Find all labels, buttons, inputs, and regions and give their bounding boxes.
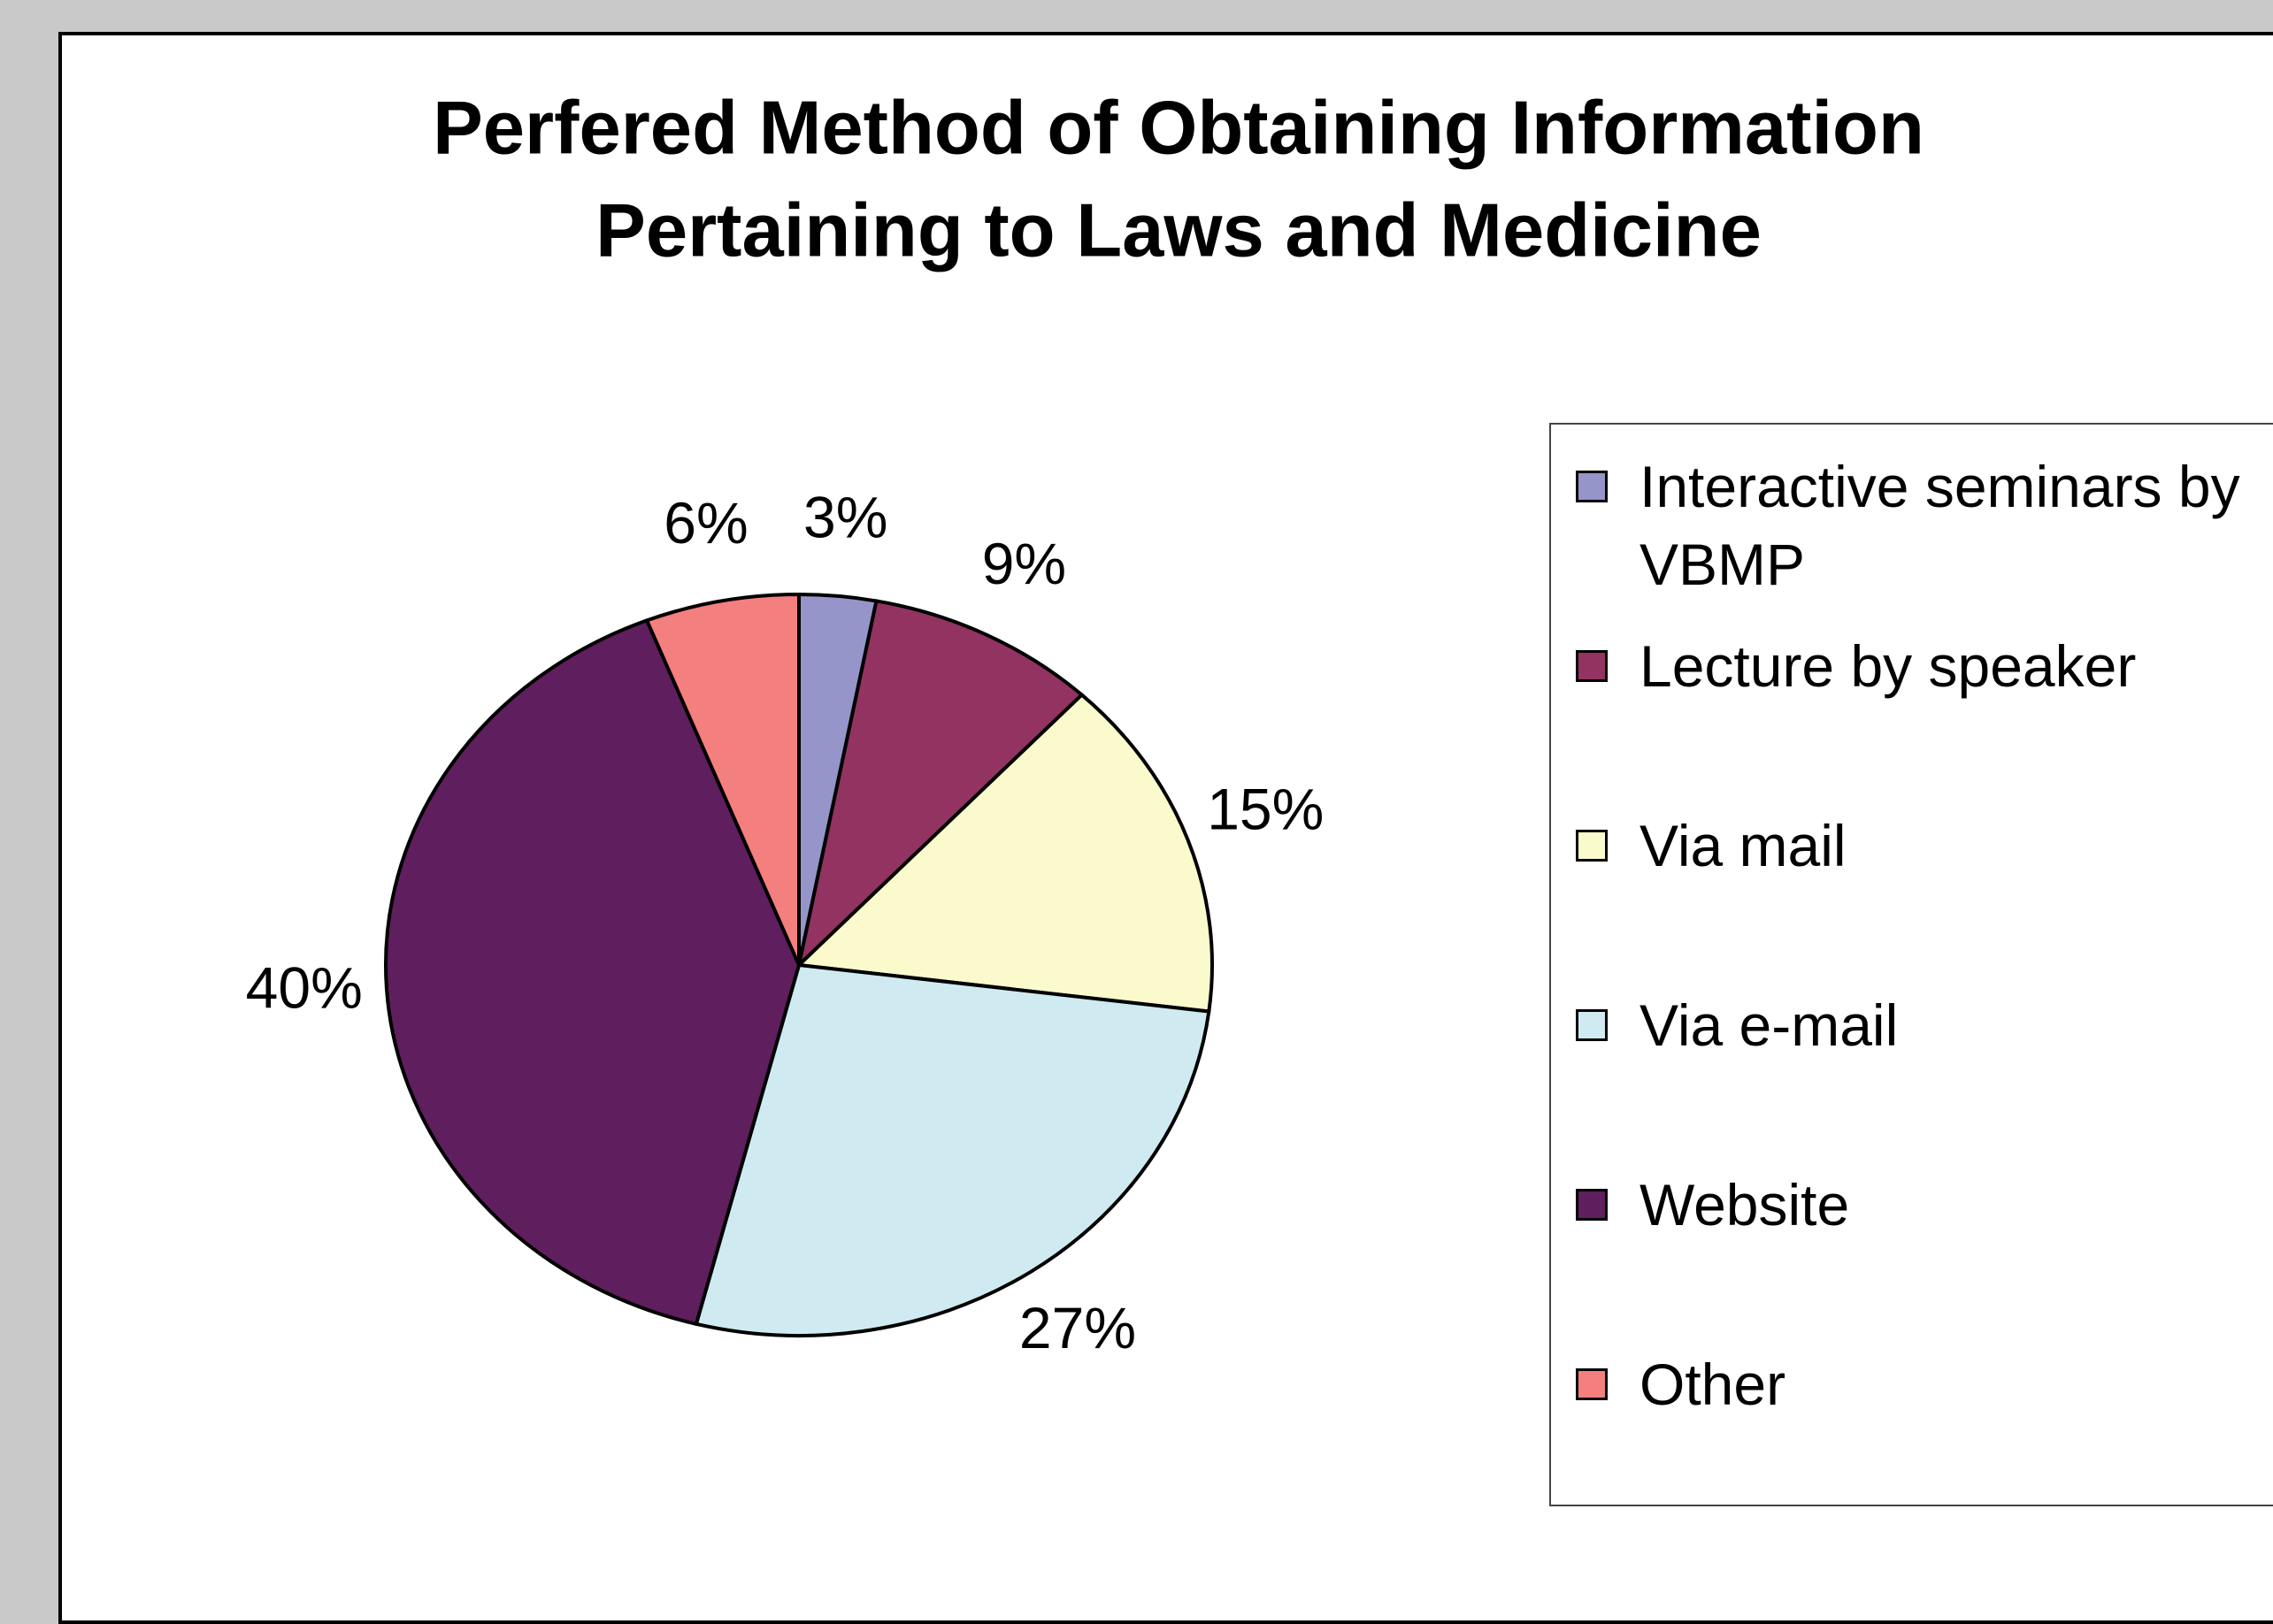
legend-label: Via e-mail [1639, 992, 1899, 1058]
data-label-value: 9 [982, 531, 1015, 596]
data-label: 9% [982, 531, 1066, 596]
legend-label: Interactive seminars by VBMP [1639, 454, 2240, 597]
data-label-value: 27 [1019, 1295, 1084, 1360]
percent-sign: % [1084, 1295, 1136, 1360]
pie-slice [384, 617, 802, 1327]
percent-sign: % [696, 491, 749, 556]
percent-sign: % [836, 485, 888, 550]
chart: Perfered Method of Obtaining Information… [246, 86, 1924, 1360]
data-label: 40% [246, 955, 363, 1021]
chart-title: Pertaining to Laws and Medicine [595, 188, 1762, 272]
pie-slice [795, 692, 1214, 1014]
data-label: 27% [1019, 1295, 1136, 1360]
data-label: 3% [803, 485, 887, 550]
legend: Interactive seminars by VBMP Lecture by s… [1549, 423, 2273, 1506]
legend-label: Other [1639, 1352, 1786, 1417]
data-label-value: 3 [803, 485, 836, 550]
pie-slice [795, 599, 1085, 970]
pie-slice [694, 962, 1211, 1337]
data-label: 15% [1207, 777, 1324, 842]
data-label-value: 15 [1207, 777, 1271, 842]
pie-slice [644, 592, 801, 966]
legend-swatch [1576, 650, 1608, 682]
data-label-value: 40 [246, 955, 311, 1021]
legend-label: Via mail [1639, 813, 1847, 878]
percent-sign: % [311, 955, 363, 1021]
legend-swatch [1576, 1368, 1608, 1400]
chart-title: Perfered Method of Obtaining Information [433, 86, 1924, 170]
legend-label: Website [1639, 1172, 1850, 1237]
percent-sign: % [1272, 777, 1325, 842]
percent-sign: % [1014, 531, 1066, 596]
legend-label: Lecture by speaker [1639, 633, 2137, 699]
legend-swatch [1576, 1009, 1608, 1041]
data-label: 6% [664, 491, 748, 556]
data-label-value: 6 [664, 491, 696, 556]
page: Perfered Method of Obtaining Information… [58, 32, 2273, 1624]
legend-swatch [1576, 830, 1608, 862]
legend-swatch [1576, 471, 1608, 502]
legend-swatch [1576, 1189, 1608, 1221]
